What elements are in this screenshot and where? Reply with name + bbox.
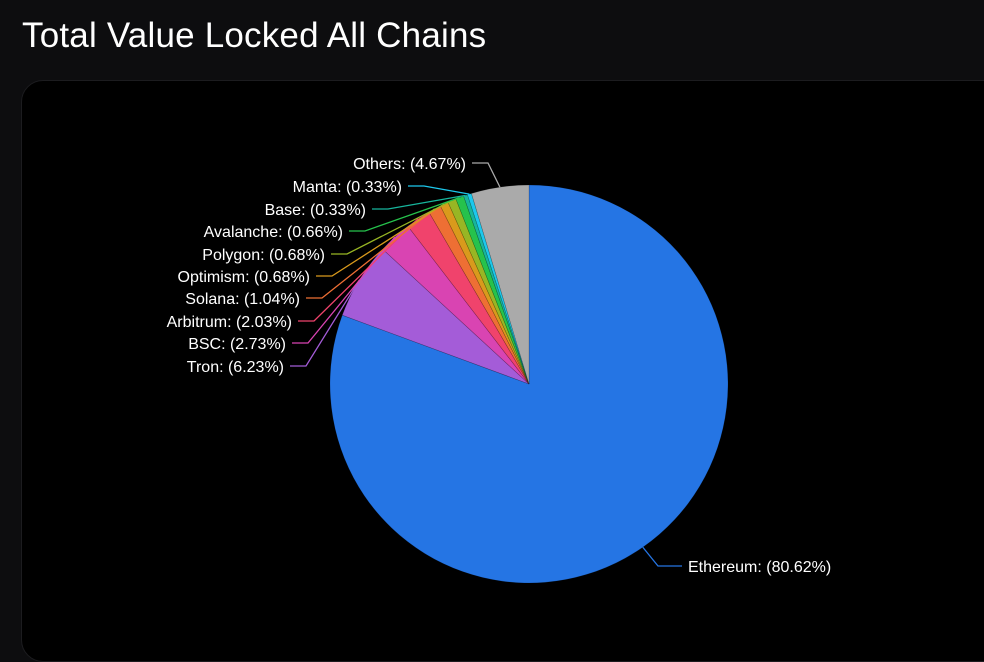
slice-label-manta: Manta: (0.33%) xyxy=(293,179,402,196)
slice-label-arbitrum: Arbitrum: (2.03%) xyxy=(167,314,292,331)
leader-line-avalanche xyxy=(349,196,460,232)
leader-line-ethereum xyxy=(642,546,682,567)
leader-line-solana xyxy=(306,208,435,299)
slice-label-avalanche: Avalanche: (0.66%) xyxy=(204,224,343,241)
leader-line-polygon xyxy=(331,199,453,255)
pie-chart: Ethereum: (80.62%) Tron: (6.23%) BSC: (2.7… xyxy=(167,156,831,584)
slice-label-others: Others: (4.67%) xyxy=(353,156,466,173)
slice-label-bsc: BSC: (2.73%) xyxy=(188,336,286,353)
leader-line-others xyxy=(472,162,501,188)
pie-slice-ethereum[interactable] xyxy=(329,184,729,584)
slice-label-tron: Tron: (6.23%) xyxy=(187,359,284,376)
slice-label-solana: Solana: (1.04%) xyxy=(185,291,300,308)
page-title: Total Value Locked All Chains xyxy=(22,16,487,55)
slice-label-polygon: Polygon: (0.68%) xyxy=(202,247,325,264)
slice-label-optimism: Optimism: (0.68%) xyxy=(178,269,310,286)
leader-line-base xyxy=(372,194,466,210)
leader-line-tron xyxy=(290,279,360,367)
slice-label-ethereum: Ethereum: (80.62%) xyxy=(688,559,831,576)
slice-label-base: Base: (0.33%) xyxy=(265,202,366,219)
pie-slice-manta[interactable] xyxy=(467,193,530,385)
pie-slice-others[interactable] xyxy=(471,184,530,385)
leader-line-bsc xyxy=(292,236,396,344)
leader-line-manta xyxy=(408,185,470,195)
leader-line-arbitrum xyxy=(298,218,419,322)
leader-line-optimism xyxy=(316,203,445,277)
